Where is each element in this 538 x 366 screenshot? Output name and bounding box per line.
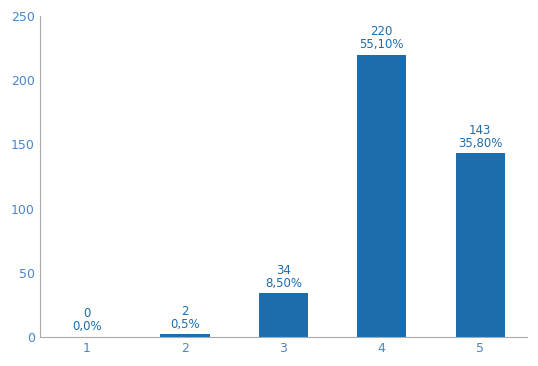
Text: 0,0%: 0,0% xyxy=(72,320,101,333)
Text: 220: 220 xyxy=(371,25,393,38)
Bar xyxy=(456,153,505,337)
Text: 0: 0 xyxy=(83,307,90,320)
Text: 0,5%: 0,5% xyxy=(170,318,200,330)
Text: 34: 34 xyxy=(276,264,291,277)
Bar xyxy=(259,294,308,337)
Text: 8,50%: 8,50% xyxy=(265,277,302,290)
Text: 55,10%: 55,10% xyxy=(359,38,404,51)
Text: 2: 2 xyxy=(181,305,189,318)
Text: 35,80%: 35,80% xyxy=(458,137,502,150)
Bar xyxy=(357,55,406,337)
Bar xyxy=(160,335,210,337)
Text: 143: 143 xyxy=(469,124,491,137)
